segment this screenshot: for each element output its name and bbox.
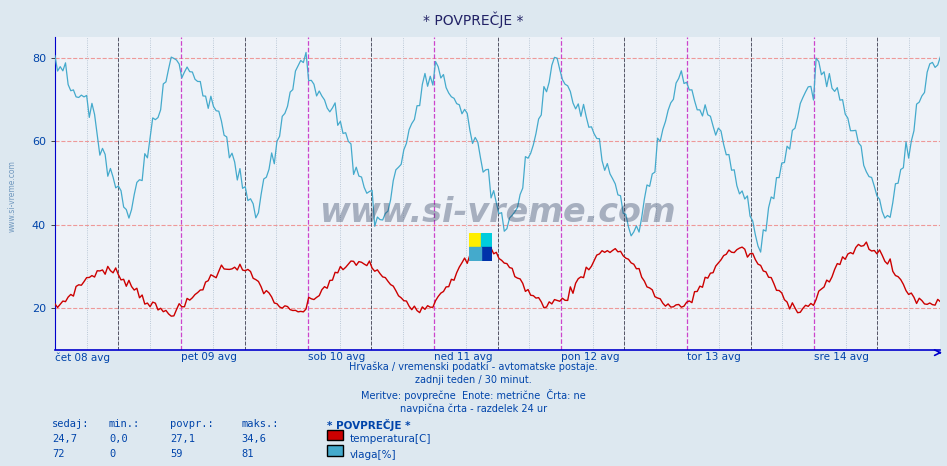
Text: 81: 81 bbox=[241, 449, 254, 459]
Text: sedaj:: sedaj: bbox=[52, 419, 90, 429]
Text: 27,1: 27,1 bbox=[170, 434, 195, 444]
Text: 24,7: 24,7 bbox=[52, 434, 77, 444]
Polygon shape bbox=[481, 247, 492, 261]
Polygon shape bbox=[469, 233, 481, 247]
Text: zadnji teden / 30 minut.: zadnji teden / 30 minut. bbox=[415, 375, 532, 385]
Text: vlaga[%]: vlaga[%] bbox=[349, 450, 396, 460]
Polygon shape bbox=[481, 233, 492, 247]
Text: * POVPREČJE *: * POVPREČJE * bbox=[423, 12, 524, 28]
Text: temperatura[C]: temperatura[C] bbox=[349, 434, 431, 444]
Text: 34,6: 34,6 bbox=[241, 434, 266, 444]
Text: min.:: min.: bbox=[109, 419, 140, 429]
Text: www.si-vreme.com: www.si-vreme.com bbox=[8, 160, 17, 232]
Text: navpična črta - razdelek 24 ur: navpična črta - razdelek 24 ur bbox=[400, 403, 547, 414]
Text: maks.:: maks.: bbox=[241, 419, 279, 429]
Text: 72: 72 bbox=[52, 449, 64, 459]
Text: * POVPREČJE *: * POVPREČJE * bbox=[327, 419, 410, 432]
Text: Hrvaška / vremenski podatki - avtomatske postaje.: Hrvaška / vremenski podatki - avtomatske… bbox=[349, 361, 598, 372]
Polygon shape bbox=[469, 247, 481, 261]
Text: Meritve: povprečne  Enote: metrične  Črta: ne: Meritve: povprečne Enote: metrične Črta:… bbox=[361, 389, 586, 401]
Text: 0,0: 0,0 bbox=[109, 434, 128, 444]
Text: 0: 0 bbox=[109, 449, 116, 459]
Text: www.si-vreme.com: www.si-vreme.com bbox=[319, 196, 676, 229]
Text: povpr.:: povpr.: bbox=[170, 419, 214, 429]
Text: 59: 59 bbox=[170, 449, 183, 459]
